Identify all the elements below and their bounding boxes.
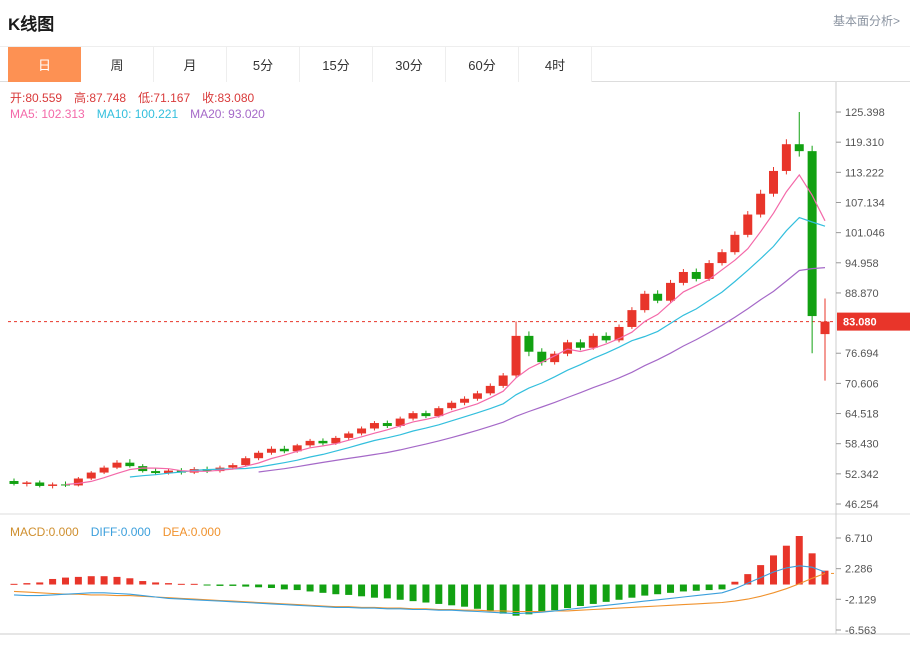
svg-text:2.286: 2.286 (845, 564, 873, 576)
tab-60min[interactable]: 60分 (446, 47, 519, 82)
tab-30min[interactable]: 30分 (373, 47, 446, 82)
timeframe-tabs: 日周月 5分 15分 30分 60分 4时 (0, 46, 910, 82)
svg-text:-2.129: -2.129 (845, 594, 876, 606)
svg-text:107.134: 107.134 (845, 197, 885, 209)
tab-4hour[interactable]: 4时 (519, 47, 592, 82)
svg-text:101.046: 101.046 (845, 228, 885, 240)
page-title: K线图 (8, 15, 55, 34)
svg-text:125.398: 125.398 (845, 107, 885, 119)
tab-15min[interactable]: 15分 (300, 47, 373, 82)
svg-text:-6.563: -6.563 (845, 625, 876, 637)
chart-area: 125.398 119.310 113.222 107.134 101.046 94.95… (0, 82, 910, 650)
page-header: K线图 基本面分析> (0, 0, 910, 46)
svg-text:83.080: 83.080 (843, 317, 877, 329)
svg-text:52.342: 52.342 (845, 469, 879, 481)
tab-month[interactable]: 月 (154, 47, 227, 82)
tab-week[interactable]: 周 (81, 47, 154, 82)
tab-5min[interactable]: 5分 (227, 47, 300, 82)
svg-text:58.430: 58.430 (845, 439, 879, 451)
svg-text:94.958: 94.958 (845, 258, 879, 270)
kline-chart[interactable]: 125.398 119.310 113.222 107.134 101.046 94.95… (0, 82, 910, 650)
tab-day[interactable]: 日 (8, 47, 81, 82)
fundamental-analysis-link[interactable]: 基本面分析> (832, 14, 900, 28)
current-price-tag (837, 312, 910, 331)
svg-text:64.518: 64.518 (845, 409, 879, 421)
svg-text:70.606: 70.606 (845, 378, 879, 390)
svg-text:113.222: 113.222 (845, 167, 884, 179)
svg-text:76.694: 76.694 (845, 348, 879, 360)
svg-text:88.870: 88.870 (845, 288, 879, 300)
svg-text:6.710: 6.710 (845, 533, 873, 545)
svg-text:46.254: 46.254 (845, 499, 879, 511)
svg-text:119.310: 119.310 (845, 137, 884, 149)
